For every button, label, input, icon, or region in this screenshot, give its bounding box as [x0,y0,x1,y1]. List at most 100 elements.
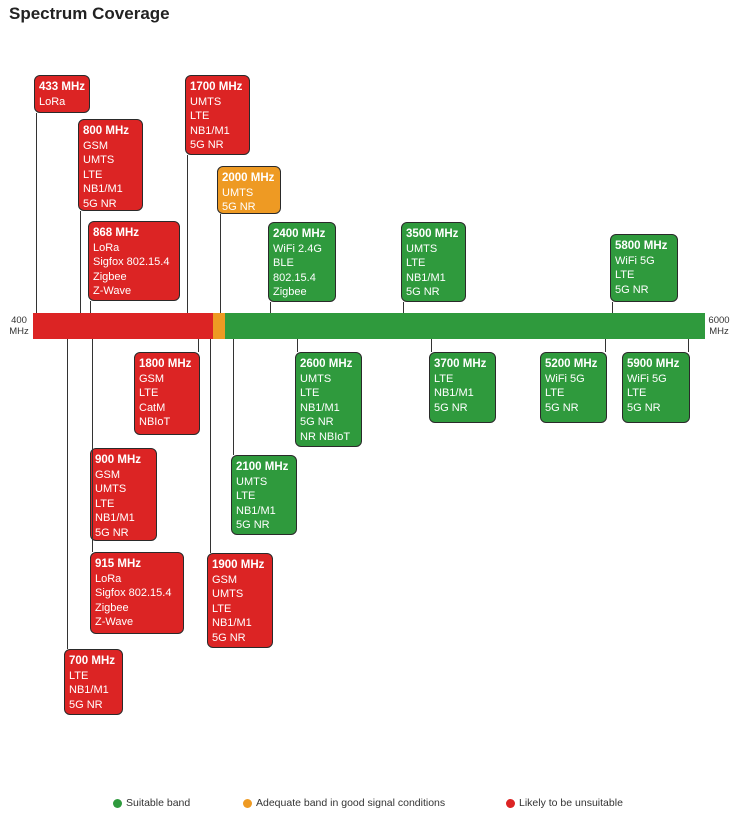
band-technology: LTE [300,387,320,399]
connector-line [67,339,68,649]
band-technology: Zigbee [95,601,129,614]
band-technology: 5G NR [69,698,103,711]
band-frequency: 3700 MHz [434,358,487,370]
legend-item-adequate: Adequate band in good signal conditions [243,797,445,809]
band-technology: LTE [190,110,210,122]
connector-line [688,339,689,352]
band-technology: NB1/M1 [300,401,340,414]
band-technology: 5G NR [190,139,224,151]
band-technology: Zigbee [273,286,307,298]
band-technology: Z-Wave [93,285,132,297]
band-frequency: 868 MHz [93,227,140,239]
band-frequency: 1900 MHz [212,559,265,571]
band-technology: LTE [139,387,159,399]
band-technology: LoRa [95,572,122,585]
band-technology: LTE [406,257,426,269]
band-technology: LTE [545,387,565,399]
band-technology: GSM [83,139,109,152]
band-technology: UMTS [222,186,254,199]
band-box: 2400 MHz WiFi 2.4G BLE 802.15.4 Zigbee [268,222,336,302]
band-box: 868 MHz LoRa Sigfox 802.15.4 Zigbee Z-Wave [88,221,180,301]
connector-line [92,339,93,552]
band-technology: Z-Wave [95,616,134,628]
band-technology: LTE [83,168,103,181]
band-box: 5200 MHz WiFi 5G LTE 5G NR [540,352,607,423]
band-technology: UMTS [300,372,332,385]
band-technology: NBIoT [139,416,171,428]
band-technology: GSM [212,573,238,586]
band-frequency: 5900 MHz [627,358,680,370]
axis-end-value: 6000 [708,315,730,326]
axis-end-unit: MHz [709,326,729,337]
band-technology: LTE [95,497,115,510]
band-technology: UMTS [95,483,127,495]
band-technology: Zigbee [93,270,127,283]
band-technology: UMTS [83,154,115,166]
band-box: 1700 MHz UMTS LTE NB1/M1 5G NR [185,75,250,155]
band-frequency: 1800 MHz [139,358,192,370]
band-box: 3700 MHz LTE NB1/M1 5G NR [429,352,496,423]
band-frequency: 5200 MHz [545,358,598,370]
band-technology: NB1/M1 [434,387,474,399]
band-box: 2100 MHz UMTS LTE NB1/M1 5G NR [231,455,297,535]
band-technology: 5G NR [406,286,440,298]
connector-line [403,302,404,313]
band-box: 5900 MHz WiFi 5G LTE 5G NR [622,352,690,423]
legend-label: Suitable band [126,797,191,809]
band-technology: UMTS [190,95,222,108]
band-technology: NR NBIoT [300,430,351,443]
connector-line [210,339,211,553]
band-frequency: 1700 MHz [190,81,243,93]
band-technology: 802.15.4 [273,271,316,284]
band-technology: LTE [212,602,232,615]
legend-item-suitable: Suitable band [113,797,190,809]
band-frequency: 900 MHz [95,454,142,466]
bar-segment-suitable [225,313,705,339]
band-technology: 5G NR [300,416,334,428]
band-technology: WiFi 5G [615,254,655,267]
band-technology: LTE [69,669,89,682]
band-technology: NB1/M1 [69,684,109,696]
connector-line [80,211,81,313]
band-frequency: 433 MHz [39,81,86,93]
band-technology: LTE [615,269,635,281]
axis-start-label: 400 MHz [6,315,32,337]
band-frequency: 2000 MHz [222,172,275,184]
axis-start-value: 400 [11,315,27,326]
connector-line [431,339,432,352]
band-technology: WiFi 5G [545,372,585,385]
band-technology: NB1/M1 [95,512,135,524]
band-technology: NB1/M1 [406,271,446,284]
band-box: 2600 MHz UMTS LTE NB1/M1 5G NR NR NBIoT [295,352,362,447]
band-box: 700 MHz LTE NB1/M1 5G NR [64,649,123,715]
band-technology: NB1/M1 [212,617,252,629]
band-box: 3500 MHz UMTS LTE NB1/M1 5G NR [401,222,466,302]
band-technology: CatM [139,401,166,414]
band-technology: WiFi 5G [627,372,667,385]
band-frequency: 2400 MHz [273,228,326,240]
band-technology: 5G NR [434,401,468,414]
band-box: 915 MHz LoRa Sigfox 802.15.4 Zigbee Z-Wave [90,552,184,634]
band-technology: 5G NR [212,631,246,644]
band-technology: 5G NR [627,401,661,414]
bar-segment-unsuitable [33,313,213,339]
band-technology: NB1/M1 [83,183,123,195]
bar-segment-adequate [213,313,225,339]
connector-line [297,339,298,352]
band-technology: NB1/M1 [236,504,276,517]
band-frequency: 5800 MHz [615,240,668,252]
band-frequency: 2600 MHz [300,358,353,370]
band-technology: LTE [236,490,256,502]
band-technology: UMTS [406,242,438,255]
band-frequency: 915 MHz [95,558,142,570]
connector-line [220,214,221,313]
orange-dot-icon [243,798,252,808]
connector-line [270,302,271,313]
connector-line [187,155,188,313]
band-technology: GSM [95,468,121,481]
connector-line [605,339,606,352]
band-technology: UMTS [212,588,244,600]
axis-start-unit: MHz [9,326,29,337]
band-box: 433 MHz LoRa [34,75,90,113]
